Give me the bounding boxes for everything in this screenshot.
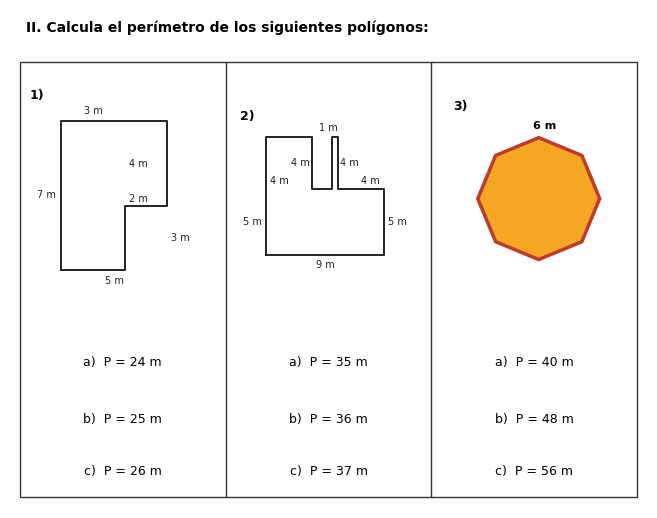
Text: 3): 3): [453, 99, 468, 112]
Text: 1 m: 1 m: [319, 123, 338, 133]
Text: a)  P = 24 m: a) P = 24 m: [83, 356, 162, 369]
Text: 2 m: 2 m: [129, 194, 148, 204]
Text: 5 m: 5 m: [243, 217, 262, 227]
Text: 4 m: 4 m: [270, 177, 289, 186]
Text: II. Calcula el perímetro de los siguientes polígonos:: II. Calcula el perímetro de los siguient…: [26, 21, 429, 35]
Text: a)  P = 35 m: a) P = 35 m: [289, 356, 368, 369]
Text: 3 m: 3 m: [83, 106, 102, 116]
Text: 2): 2): [240, 110, 254, 123]
Text: 5 m: 5 m: [388, 217, 407, 227]
Text: 4 m: 4 m: [361, 177, 380, 186]
Polygon shape: [478, 138, 600, 260]
Text: 7 m: 7 m: [37, 191, 56, 200]
Text: a)  P = 40 m: a) P = 40 m: [495, 356, 574, 369]
Text: b)  P = 25 m: b) P = 25 m: [83, 413, 162, 426]
Text: 9 m: 9 m: [316, 260, 334, 270]
Text: 4 m: 4 m: [291, 158, 310, 168]
Text: b)  P = 36 m: b) P = 36 m: [289, 413, 368, 426]
Text: c)  P = 26 m: c) P = 26 m: [83, 465, 162, 478]
Text: 4 m: 4 m: [340, 158, 359, 168]
Text: 3 m: 3 m: [171, 233, 190, 243]
Text: 1): 1): [30, 90, 44, 103]
Text: c)  P = 56 m: c) P = 56 m: [495, 465, 574, 478]
Text: c)  P = 37 m: c) P = 37 m: [290, 465, 367, 478]
Text: b)  P = 48 m: b) P = 48 m: [495, 413, 574, 426]
Text: 5 m: 5 m: [104, 276, 124, 286]
Text: 6 m: 6 m: [533, 121, 556, 131]
Text: 4 m: 4 m: [129, 159, 148, 169]
